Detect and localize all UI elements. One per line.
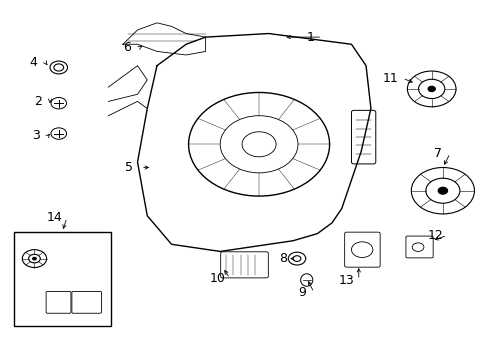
Text: 11: 11 [382, 72, 397, 85]
Circle shape [437, 187, 447, 194]
Text: 13: 13 [338, 274, 354, 287]
Bar [14, 232, 111, 327]
Text: 10: 10 [209, 272, 225, 285]
Text: 1: 1 [305, 31, 313, 44]
Text: 14: 14 [47, 211, 62, 224]
Text: 5: 5 [124, 161, 133, 174]
Circle shape [427, 86, 434, 91]
Text: 12: 12 [427, 229, 442, 242]
Circle shape [33, 257, 36, 260]
Text: 6: 6 [122, 41, 130, 54]
Text: 2: 2 [34, 95, 41, 108]
Text: 7: 7 [433, 147, 441, 160]
Text: 9: 9 [297, 286, 305, 299]
Text: 3: 3 [32, 129, 40, 142]
Text: 4: 4 [29, 55, 37, 69]
Text: 8: 8 [279, 252, 287, 265]
